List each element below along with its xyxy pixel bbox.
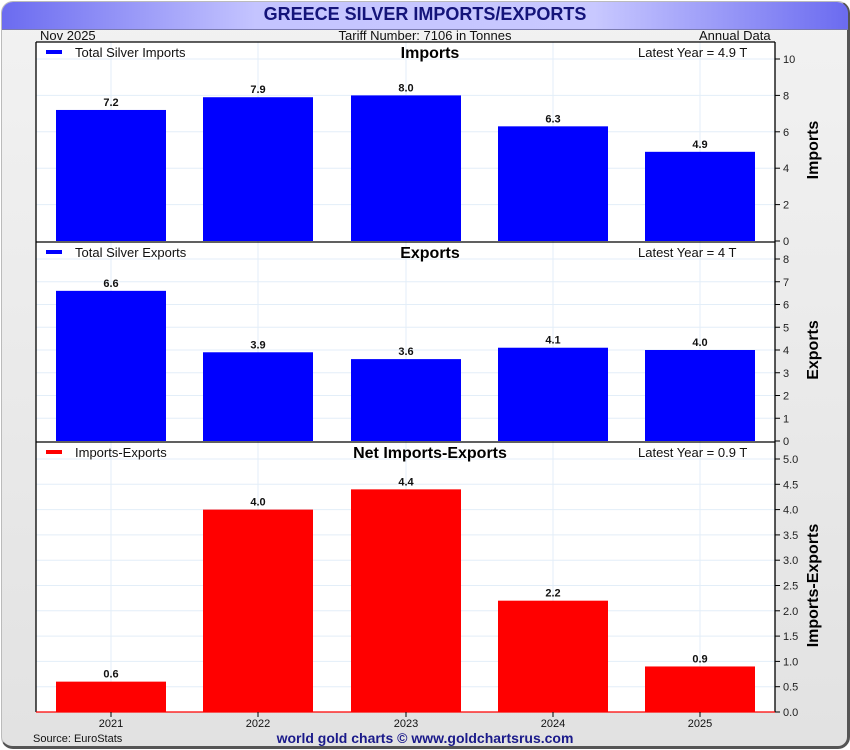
latest-year-exports: Latest Year = 4 T [638,245,736,260]
legend-swatch-exports [46,250,62,254]
y-tick-label-net: 5.0 [783,454,798,466]
legend-label-net: Imports-Exports [75,445,167,460]
bar-exports-2022 [203,352,313,441]
y-tick-label-net: 0.0 [783,707,798,719]
y-tick-label-exports: 8 [783,254,789,266]
y-tick-label-exports: 4 [783,345,789,357]
y-tick-label-imports: 6 [783,127,789,139]
y-tick-label-net: 1.0 [783,656,798,668]
data-label-net: 2.2 [545,588,560,600]
y-tick-label-exports: 5 [783,322,789,334]
data-label-exports: 3.6 [398,346,413,358]
y-tick-label-net: 0.5 [783,682,798,694]
data-label-net: 4.0 [250,497,265,509]
y-tick-label-imports: 4 [783,163,789,175]
y-tick-label-exports: 2 [783,391,789,403]
x-tick-label: 2022 [246,718,270,730]
bar-imports-2022 [203,97,313,241]
y-tick-label-exports: 7 [783,277,789,289]
bar-imports-2021 [56,109,166,242]
legend-label-imports: Total Silver Imports [75,45,186,60]
bar-imports-2023 [351,95,461,242]
data-label-exports: 3.9 [250,339,265,351]
data-label-exports: 6.6 [103,278,118,290]
y-tick-label-net: 3.0 [783,555,798,567]
data-label-imports: 7.2 [103,97,118,109]
bar-net-2022 [203,509,313,712]
bar-exports-2021 [56,290,166,441]
bar-exports-2024 [498,347,608,441]
bar-imports-2024 [498,126,608,241]
data-label-exports: 4.0 [692,337,707,349]
bar-exports-2025 [645,350,755,441]
y-tick-label-imports: 2 [783,200,789,212]
title-bar [2,2,848,30]
y-tick-label-net: 3.5 [783,530,798,542]
data-label-imports: 6.3 [545,113,560,125]
data-label-exports: 4.1 [545,335,560,347]
y-tick-label-exports: 3 [783,368,789,380]
x-tick-label: 2024 [541,718,565,730]
data-label-imports: 7.9 [250,84,265,96]
y-tick-label-exports: 1 [783,413,789,425]
source-label: Source: EuroStats [33,733,123,745]
y-tick-label-net: 4.5 [783,479,798,491]
date-label: Nov 2025 [40,28,96,43]
data-label-net: 0.9 [692,653,707,665]
bar-net-2025 [645,666,755,712]
y-tick-label-net: 2.5 [783,581,798,593]
x-tick-label: 2025 [688,718,712,730]
legend-label-exports: Total Silver Exports [75,245,187,260]
bar-net-2021 [56,681,166,712]
panel-title-net: Net Imports-Exports [353,445,507,462]
bar-exports-2023 [351,359,461,441]
y-tick-label-net: 4.0 [783,505,798,517]
data-label-imports: 4.9 [692,139,707,151]
legend-swatch-net [46,450,62,454]
bar-net-2024 [498,600,608,712]
x-tick-label: 2023 [394,718,418,730]
copyright-label: world gold charts © www.goldchartsrus.co… [276,730,574,746]
latest-year-imports: Latest Year = 4.9 T [638,45,747,60]
y-tick-label-net: 1.5 [783,631,798,643]
chart-title: GREECE SILVER IMPORTS/EXPORTS [263,4,587,24]
bar-net-2023 [351,489,461,712]
bar-imports-2025 [645,151,755,241]
y-tick-label-exports: 6 [783,300,789,312]
tariff-label: Tariff Number: 7106 in Tonnes [338,28,512,43]
data-label-net: 0.6 [103,669,118,681]
data-label-imports: 8.0 [398,82,413,94]
y-tick-label-imports: 0 [783,236,789,248]
y-tick-label-imports: 8 [783,90,789,102]
y-tick-label-exports: 0 [783,436,789,448]
y-tick-label-net: 2.0 [783,606,798,618]
y-tick-label-imports: 10 [783,54,795,66]
x-tick-label: 2021 [99,718,123,730]
panel-title-imports: Imports [401,45,460,62]
y-axis-title-exports: Exports [805,320,822,380]
y-axis-title-net: Imports-Exports [805,524,822,648]
panel-title-exports: Exports [400,245,460,262]
latest-year-net: Latest Year = 0.9 T [638,445,747,460]
legend-swatch-imports [46,50,62,54]
frequency-label: Annual Data [699,28,771,43]
y-axis-title-imports: Imports [805,121,822,180]
data-label-net: 4.4 [398,476,414,488]
